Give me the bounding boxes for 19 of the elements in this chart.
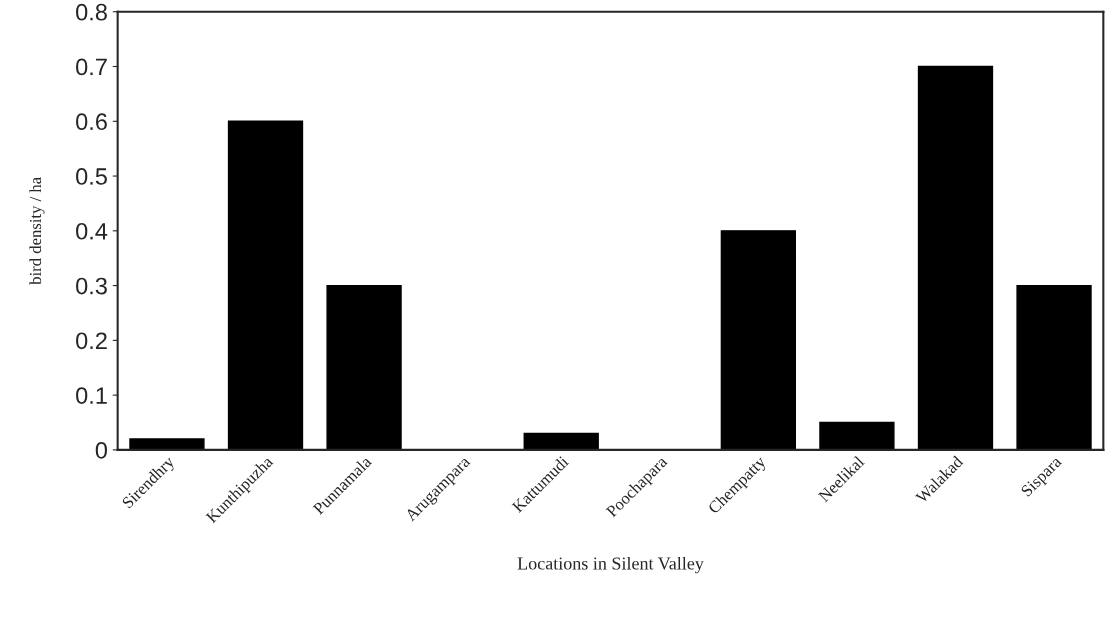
bar (326, 284, 402, 450)
y-tick-label: 0.6 (76, 113, 107, 131)
bar (227, 120, 304, 450)
y-tick-label: 0.4 (76, 222, 108, 240)
y-tick-label: 0.5 (76, 168, 107, 185)
bar (129, 438, 205, 450)
x-axis-title: Locations in Silent Valley (517, 556, 704, 574)
bar (523, 432, 599, 450)
y-axis-title: bird density / ha (29, 177, 45, 285)
y-tick-label: 0.1 (76, 387, 107, 404)
y-tick-label: 0 (95, 441, 108, 459)
bar (1016, 284, 1092, 450)
y-tick-label: 0.8 (76, 3, 107, 21)
bar (720, 230, 797, 450)
bar (819, 421, 895, 450)
y-tick-label: 0.2 (76, 332, 107, 350)
y-tick-label: 0.3 (76, 277, 107, 295)
y-tick-label: 0.7 (76, 58, 107, 76)
bar (917, 65, 994, 450)
